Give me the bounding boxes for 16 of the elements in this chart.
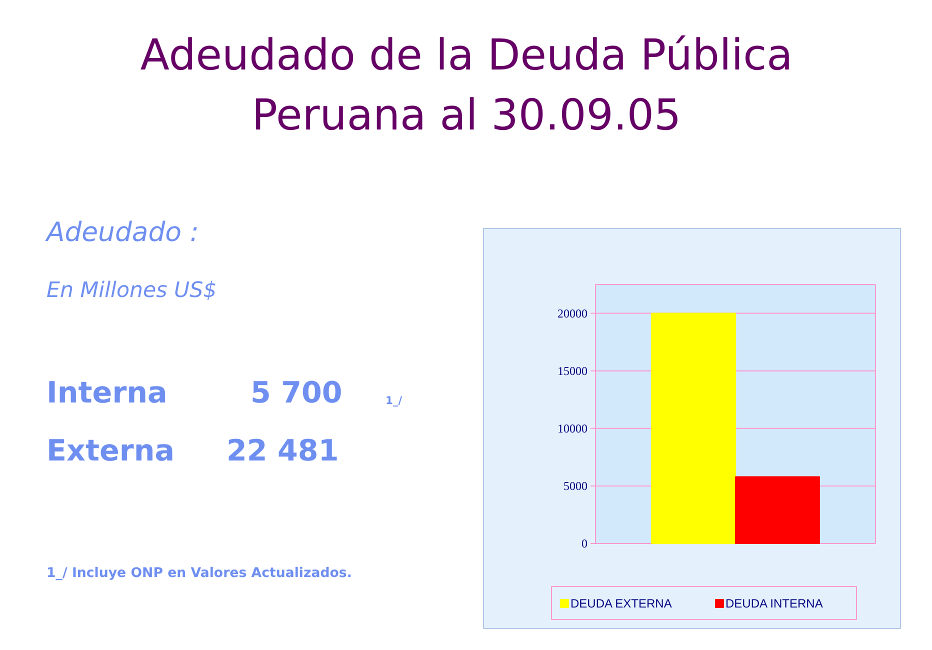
y-tick-label: 20000: [558, 306, 588, 320]
text: Interna: [46, 376, 168, 410]
legend-label: DEUDA EXTERNA: [570, 596, 672, 610]
text: Externa: [46, 434, 174, 468]
y-tick-label: 10000: [558, 421, 588, 436]
legend-label: DEUDA INTERNA: [726, 596, 823, 610]
text: 5 700: [250, 376, 342, 410]
y-tick-label: 15000: [558, 364, 588, 378]
text: Adeudado de la Deuda Pública Peruana al 30.09.05: [140, 30, 793, 140]
text: 22 481: [226, 434, 339, 468]
text: 1_/ Incluye ONP en Valores Actualizados.: [46, 566, 352, 581]
text: 1_/: [386, 394, 402, 407]
y-tick-label: 5000: [564, 478, 588, 493]
text: En Millones US$: [46, 278, 217, 303]
text: Adeudado :: [44, 217, 199, 248]
y-tick-label: 0: [582, 536, 588, 550]
